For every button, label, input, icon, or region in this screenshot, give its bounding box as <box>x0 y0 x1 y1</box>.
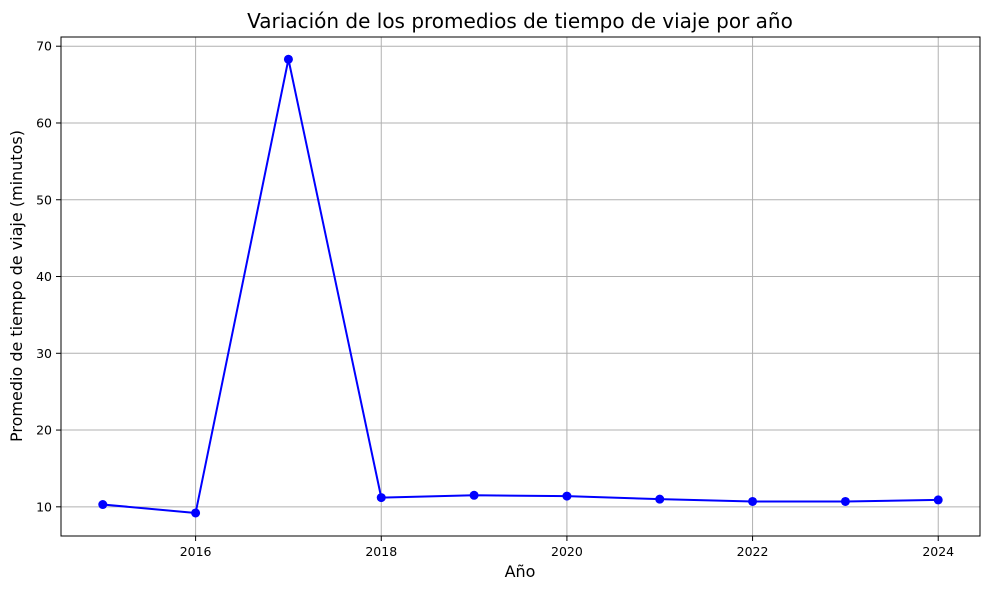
data-series <box>98 54 943 518</box>
data-point <box>655 494 665 504</box>
chart-title: Variación de los promedios de tiempo de … <box>247 9 793 33</box>
data-point <box>376 493 386 503</box>
x-tick-label: 2022 <box>737 544 769 559</box>
y-axis-label: Promedio de tiempo de viaje (minutos) <box>7 130 26 442</box>
y-tick-label: 40 <box>36 269 52 284</box>
x-axis-label: Año <box>505 562 536 581</box>
y-tick-label: 20 <box>36 423 52 438</box>
series-line <box>102 58 939 514</box>
y-tick-label: 30 <box>36 346 52 361</box>
x-tick-label: 2024 <box>922 544 954 559</box>
data-point <box>283 54 293 64</box>
x-tick-label: 2018 <box>365 544 397 559</box>
y-tick-label: 10 <box>36 499 52 514</box>
data-point <box>748 496 758 506</box>
y-tick-label: 70 <box>36 39 52 54</box>
grid-lines <box>61 37 980 536</box>
data-point <box>562 491 572 501</box>
axis-ticks: 2016 2018 2020 2022 2024 10 20 30 40 50 60 70 <box>36 39 954 559</box>
data-point <box>840 496 850 506</box>
data-point <box>98 500 108 510</box>
x-tick-label: 2016 <box>180 544 212 559</box>
y-tick-label: 60 <box>36 115 52 130</box>
plot-frame <box>60 36 981 537</box>
x-tick-label: 2020 <box>551 544 583 559</box>
data-point <box>191 508 201 518</box>
data-point <box>469 490 479 500</box>
data-point <box>933 495 943 505</box>
y-tick-label: 50 <box>36 192 52 207</box>
